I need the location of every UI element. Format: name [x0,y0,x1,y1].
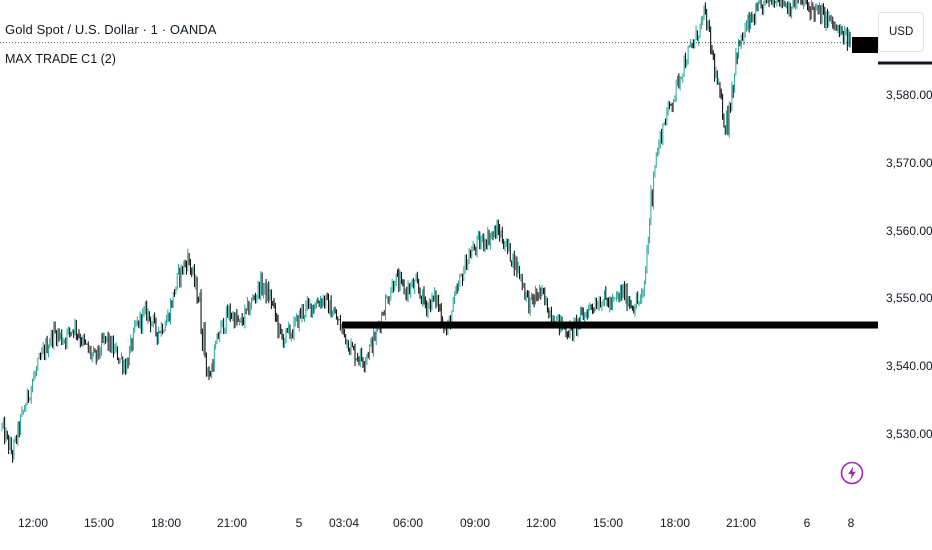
price-tick-label: 3,540.000 [886,359,932,374]
price-tick-label: 3,550.000 [886,291,932,306]
time-tick-label: 5 [295,516,303,530]
price-tick-label: 3,580.000 [886,88,932,102]
candle-series [1,0,851,463]
time-tick-label: 12:00 [525,516,557,530]
indicator-label[interactable]: MAX TRADE C1 (2) [5,52,116,66]
symbol-title[interactable]: Gold Spot / U.S. Dollar · 1 · OANDA [5,22,217,37]
time-tick-label: 18:00 [150,516,182,530]
time-tick-label: 21:00 [216,516,248,530]
horizontal-level-line-top[interactable] [852,37,878,53]
time-tick-label: 09:00 [459,516,491,530]
price-tick-label: 3,530.000 [886,427,932,441]
time-tick-label: 03:04 [328,516,360,530]
time-tick-label: 15:00 [83,516,115,530]
time-tick-label: 12:00 [17,516,49,530]
time-tick-label: 21:00 [725,516,757,530]
time-tick-label: 18:00 [659,516,691,530]
price-tick-label: 3,560.000 [886,223,932,238]
time-tick-label: 6 [803,516,811,530]
currency-selector[interactable]: USD [878,12,924,52]
time-tick-label: 15:00 [592,516,624,530]
price-tick-label: 3,570.000 [886,155,932,170]
lightning-icon[interactable] [840,461,864,485]
horizontal-level-line[interactable] [342,321,878,329]
time-tick-label: 06:00 [392,516,424,530]
currency-label: USD [889,26,914,38]
time-tick-label: 8 [847,516,855,530]
